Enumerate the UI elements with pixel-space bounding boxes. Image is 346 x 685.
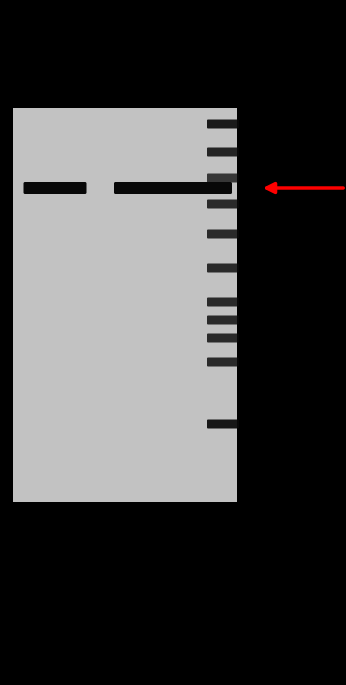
FancyBboxPatch shape: [24, 182, 86, 194]
FancyBboxPatch shape: [207, 147, 239, 156]
FancyBboxPatch shape: [207, 334, 239, 342]
FancyBboxPatch shape: [207, 199, 239, 208]
FancyBboxPatch shape: [207, 358, 239, 366]
FancyBboxPatch shape: [114, 182, 182, 194]
FancyBboxPatch shape: [207, 173, 239, 182]
FancyBboxPatch shape: [207, 316, 239, 325]
FancyBboxPatch shape: [207, 119, 239, 129]
FancyBboxPatch shape: [164, 182, 232, 194]
Bar: [13, 108, 237, 502]
FancyBboxPatch shape: [207, 229, 239, 238]
FancyBboxPatch shape: [207, 264, 239, 273]
FancyBboxPatch shape: [207, 419, 239, 429]
FancyBboxPatch shape: [207, 297, 239, 306]
